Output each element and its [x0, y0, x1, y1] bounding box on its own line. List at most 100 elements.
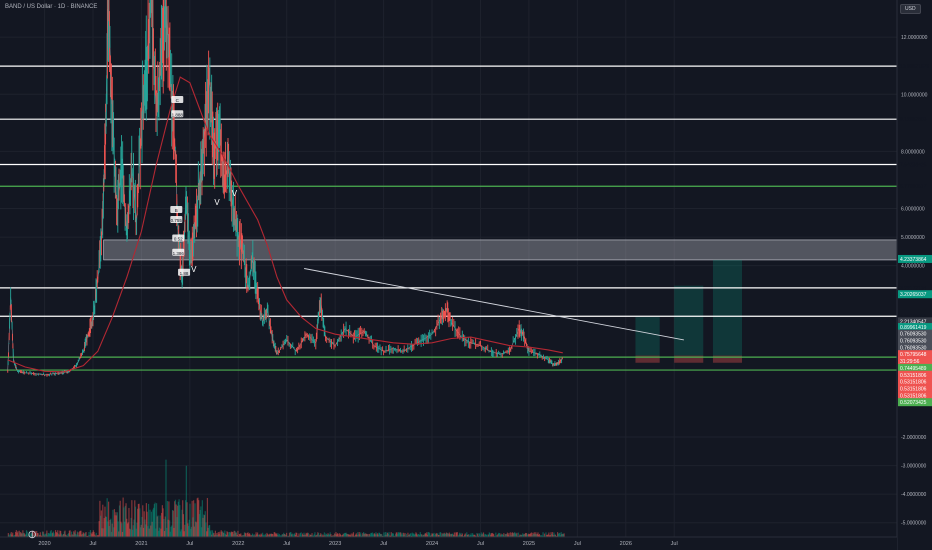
volume-bar [505, 534, 507, 537]
horizontal-level-label: 10.98521676 [900, 64, 929, 70]
volume-bar [229, 532, 231, 537]
volume-bar [363, 533, 365, 537]
volume-bar [234, 531, 236, 537]
volume-bar [258, 534, 260, 537]
volume-bar [538, 533, 541, 537]
volume-bar [35, 535, 37, 537]
volume-bar [248, 533, 251, 537]
volume-bar [445, 533, 447, 537]
volume-bar [265, 535, 267, 537]
volume-bar [514, 532, 516, 537]
volume-bar [66, 535, 68, 537]
volume-bar [58, 534, 60, 537]
volume-bar [360, 532, 362, 537]
volume-bar [459, 534, 461, 537]
volume-bar [310, 534, 312, 537]
volume-bar [498, 533, 501, 537]
x-tick-label: 2021 [135, 541, 147, 547]
volume-bar [254, 535, 256, 537]
volume-bar [515, 533, 517, 537]
volume-bar [343, 533, 345, 537]
volume-bar [166, 527, 168, 537]
annotation-bg [178, 268, 191, 276]
volume-bar [48, 533, 50, 537]
annotation-bg [172, 248, 185, 256]
volume-bar [325, 533, 327, 537]
volume-bar [466, 532, 468, 537]
volume-bar [207, 527, 209, 537]
volume-bar [110, 531, 113, 537]
volume-bar [272, 534, 274, 537]
annotation-label: V [232, 189, 238, 198]
volume-bar [184, 524, 186, 537]
volume-bar [341, 535, 343, 537]
volume-bar [150, 525, 152, 537]
price-label: 0.53151806 [900, 373, 927, 379]
volume-bar [513, 532, 515, 537]
volume-bar [223, 533, 225, 537]
volume-bar [212, 532, 214, 537]
volume-bar [490, 534, 492, 537]
tradingview-logo-icon[interactable]: 🜕 [28, 530, 37, 541]
volume-bar [402, 532, 405, 537]
volume-bar [308, 535, 310, 537]
volume-bar [135, 528, 137, 537]
volume-bar [274, 532, 276, 537]
volume-bar [452, 533, 454, 537]
volume-bar [528, 534, 530, 537]
volume-bar [75, 533, 77, 537]
volume-bar [53, 533, 55, 537]
volume-bar [205, 522, 207, 537]
volume-bar [520, 534, 522, 537]
volume-bar [233, 530, 235, 537]
volume-bar [302, 534, 304, 537]
volume-bar [384, 532, 387, 537]
volume-bar [399, 532, 401, 537]
volume-bar [481, 534, 483, 537]
volume-bar [129, 528, 131, 537]
volume-bar [478, 533, 480, 537]
volume-bar [33, 535, 35, 537]
volume-bar [38, 535, 41, 537]
volume-bar [145, 503, 147, 537]
volume-bar [260, 533, 262, 537]
volume-bar [299, 535, 301, 537]
volume-bar [142, 505, 144, 537]
volume-bar [535, 534, 538, 537]
volume-bar [387, 534, 389, 537]
volume-bar [373, 533, 376, 537]
volume-bar [17, 535, 20, 537]
volume-bar [19, 532, 21, 537]
volume-bar [441, 533, 443, 537]
volume-bar [556, 535, 558, 537]
volume-bar [304, 534, 306, 537]
x-tick-label: Jul [671, 541, 678, 547]
volume-bar [30, 533, 33, 537]
volume-bar [153, 504, 155, 537]
volume-bar [558, 533, 560, 537]
currency-selector[interactable]: USD [900, 4, 921, 14]
volume-bar [517, 532, 519, 537]
volume-bar [416, 535, 418, 537]
volume-bar [559, 535, 562, 537]
volume-bar [100, 510, 102, 537]
volume-bar [345, 532, 347, 537]
volume-bar [460, 532, 462, 537]
volume-bar [328, 534, 330, 537]
volume-bar [232, 531, 234, 537]
volume-bar [347, 534, 349, 537]
volume-bar [109, 519, 111, 537]
price-label-tag [898, 370, 932, 379]
volume-bar [349, 535, 352, 537]
volume-bar [28, 534, 30, 537]
volume-bar [60, 533, 62, 537]
volume-bar [327, 533, 329, 537]
volume-bar [139, 508, 141, 537]
volume-bar [238, 535, 240, 537]
volume-bar [213, 533, 215, 537]
volume-bar [522, 534, 525, 537]
volume-bar [406, 535, 408, 537]
volume-bar [511, 532, 514, 537]
volume-bar [27, 535, 29, 537]
